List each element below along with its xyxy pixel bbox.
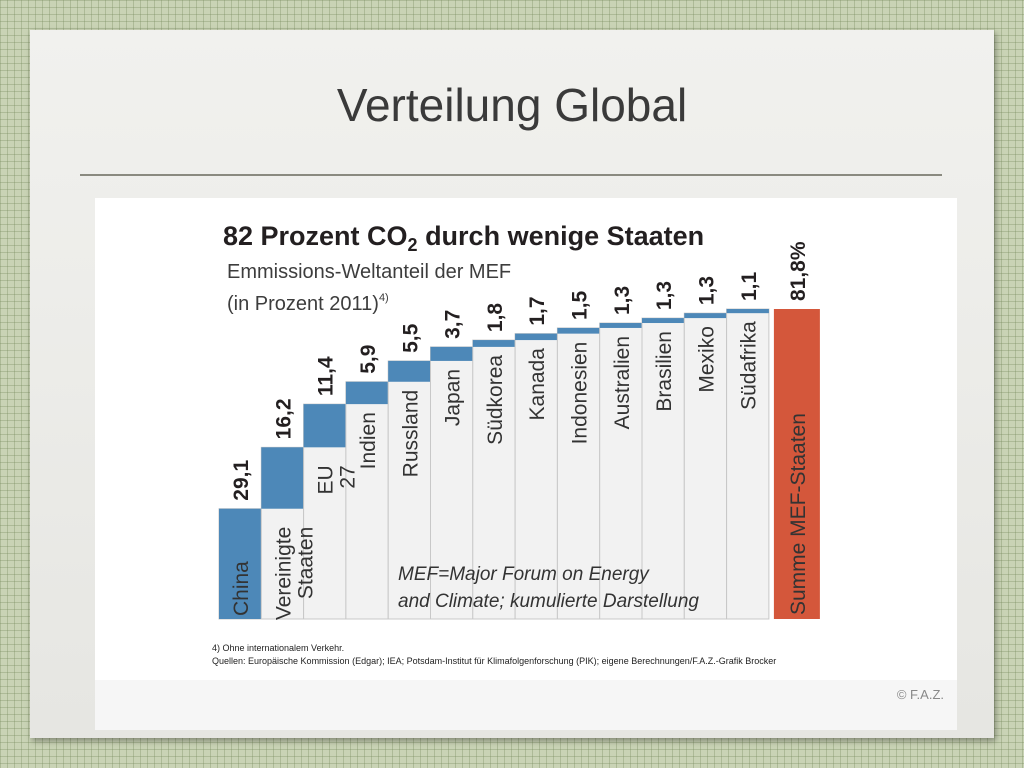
total-value-label: 81,8% [787,241,810,301]
category-label: Südafrika [738,321,761,410]
total-bar [773,309,820,619]
category-label: Mexiko [695,326,718,393]
category-label: VereinigteStaaten [272,527,317,620]
value-label: 1,3 [653,281,676,310]
category-label: Indien [357,412,380,469]
bar [472,340,516,347]
chart-labels: 29,1 China 16,2 VereinigteStaaten 11,4 EU27 5,… [230,241,810,620]
chart: 82 Prozent CO2 durch wenige Staaten Emmi… [212,221,820,666]
chart-note-line2: and Climate; kumulierte Darstellung [398,591,699,612]
bar [430,346,473,361]
column-bg [641,317,685,620]
chart-subtitle-line1: Emmissions-Weltanteil der MEF [227,261,511,283]
chart-sources: Quellen: Europäische Kommission (Edgar);… [212,656,776,666]
value-label: 29,1 [230,460,253,501]
copyright-label: © F.A.Z. [896,687,944,702]
bar [219,508,262,619]
category-label: Südkorea [484,355,507,445]
chart-footnote: 4) Ohne internationalem Verkehr. [212,643,344,653]
value-label: 1,5 [569,290,592,320]
bar [345,381,389,405]
value-label: 1,1 [738,271,761,301]
bar [303,404,346,448]
value-label: 11,4 [315,356,338,396]
value-label: 1,7 [526,296,549,325]
value-label: 16,2 [272,398,295,439]
bar [515,333,558,341]
category-label: Kanada [526,348,549,421]
bar [388,360,431,382]
value-label: 5,9 [357,345,380,374]
category-label: China [230,561,253,616]
value-label: 5,5 [399,323,422,353]
category-label: Russland [399,390,422,478]
bar [261,447,304,509]
slide-title: Verteilung Global [336,79,688,131]
column-bg [599,322,643,620]
bar [599,323,642,328]
column-bg [387,360,432,620]
title-divider [80,174,942,176]
value-label: 1,3 [695,276,718,305]
bar [557,327,600,334]
category-label: Indonesien [569,342,592,445]
bar [642,318,685,324]
category-label: Japan [442,369,465,426]
panel-footer [95,680,957,730]
category-label: Brasilien [653,331,676,412]
bar [684,313,727,319]
column-bg [345,381,389,620]
category-label: Australien [611,336,634,429]
bar [726,309,769,314]
value-label: 1,8 [484,303,507,333]
total-category-label: Summe MEF-Staaten [787,413,810,615]
chart-title: 82 Prozent CO2 durch wenige Staaten [223,221,704,255]
value-label: 3,7 [442,310,465,339]
chart-columns [218,308,820,620]
value-label: 1,3 [611,286,634,315]
category-label: EU27 [315,465,360,494]
column-bg [514,333,558,620]
chart-note-line1: MEF=Major Forum on Energy [398,564,650,585]
chart-image-panel: 82 Prozent CO2 durch wenige Staaten Emmi… [95,198,957,730]
chart-subtitle-line2: (in Prozent 2011)4) [227,292,389,315]
column-bg [726,308,770,620]
